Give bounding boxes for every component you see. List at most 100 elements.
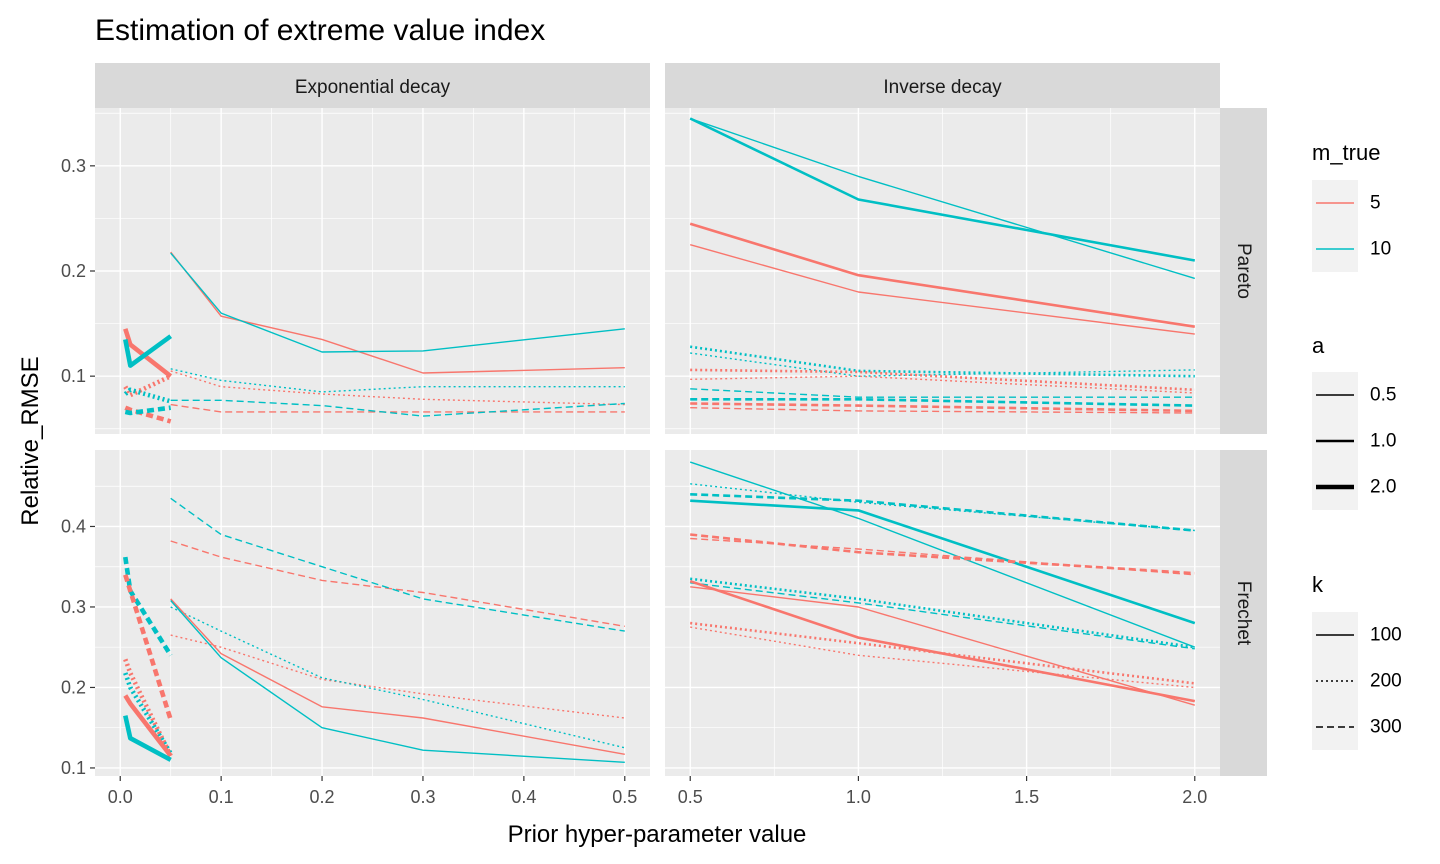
x-tick-label: 2.0 bbox=[1182, 787, 1207, 807]
legend-item: 200 bbox=[1312, 658, 1402, 704]
series-line-m10-a1.0-k300 bbox=[690, 397, 1195, 407]
series-line-m5-a0.5-k200 bbox=[690, 375, 1195, 394]
x-tick-label: 0.3 bbox=[410, 787, 435, 807]
x-tick-label: 0.2 bbox=[310, 787, 335, 807]
legend-item: 0.5 bbox=[1312, 372, 1396, 418]
series-line-m5-a2.0-k300 bbox=[123, 574, 173, 721]
strip-background bbox=[95, 63, 650, 108]
series-line-m10-a0.5-k300 bbox=[170, 497, 625, 632]
legend-label: 10 bbox=[1370, 239, 1391, 260]
series-line-m10-a1.0-k100 bbox=[690, 499, 1196, 625]
x-axis-title: Prior hyper-parameter value bbox=[508, 821, 807, 848]
series-line-m10-a0.5-k200 bbox=[690, 352, 1195, 377]
series-line-m5-a1.0-k200 bbox=[690, 621, 1195, 685]
legend-item: 100 bbox=[1312, 612, 1402, 658]
y-tick-label: 0.4 bbox=[61, 516, 86, 536]
legend-title: a bbox=[1312, 333, 1325, 358]
series-line-m10-a0.5-k300 bbox=[690, 388, 1195, 398]
series-line-m10-a0.5-k100 bbox=[689, 461, 1196, 648]
series-line-m5-a0.5-k100 bbox=[170, 251, 625, 374]
x-tick-label: 1.0 bbox=[846, 787, 871, 807]
y-tick-label: 0.3 bbox=[61, 597, 86, 617]
legend-item: 300 bbox=[1312, 704, 1402, 750]
legend-label: 5 bbox=[1370, 193, 1381, 214]
y-tick-label: 0.3 bbox=[61, 156, 86, 176]
series-line-m5-a1.0-k300 bbox=[690, 533, 1195, 575]
x-tick-label: 0.5 bbox=[678, 787, 703, 807]
series-line-m10-a1.0-k300 bbox=[690, 493, 1195, 532]
legend-title: m_true bbox=[1312, 140, 1380, 165]
series-line-m10-a0.5-k100 bbox=[170, 600, 625, 763]
strip-background bbox=[665, 63, 1220, 108]
strip-label: Inverse decay bbox=[883, 77, 1002, 98]
strip-background bbox=[1220, 108, 1267, 434]
strip-pareto: Pareto bbox=[1220, 108, 1267, 434]
legend-item: 2.0 bbox=[1312, 464, 1396, 510]
series-line-m10-a2.0-k300 bbox=[124, 405, 171, 416]
facet-panels: Exponential decay Inverse decay Pareto Frec… bbox=[61, 63, 1267, 807]
series-line-m10-a0.5-k200 bbox=[690, 483, 1195, 532]
series-line-m10-a0.5-k300 bbox=[170, 399, 625, 417]
y-axis-title: Relative_RMSE bbox=[17, 356, 44, 525]
panel-exponential-decay-frechet: 0.0 0.1 0.2 0.3 0.4 0.5 0.1 0.2 0.3 0.4 bbox=[61, 450, 650, 807]
series-line-m10-a0.5-k100 bbox=[170, 252, 625, 353]
legend-key bbox=[1312, 658, 1358, 704]
strip-inverse-decay: Inverse decay bbox=[665, 63, 1220, 108]
strip-label: Pareto bbox=[1233, 243, 1254, 299]
y-tick-label: 0.2 bbox=[61, 261, 86, 281]
legend-label: 200 bbox=[1370, 671, 1402, 692]
series-line-m5-a0.5-k300 bbox=[690, 407, 1195, 414]
series-line-m5-a0.5-k200 bbox=[170, 370, 625, 406]
series-line-m5-a1.0-k100 bbox=[689, 222, 1195, 328]
x-tick-label: 0.5 bbox=[612, 787, 637, 807]
legend-label: 300 bbox=[1370, 717, 1402, 738]
panel-inverse-decay-pareto bbox=[665, 108, 1220, 434]
panel-inverse-decay-frechet: 0.5 1.0 1.5 2.0 bbox=[665, 450, 1220, 807]
series-line-m10-a2.0-k200 bbox=[123, 387, 172, 404]
legend-label: 2.0 bbox=[1370, 477, 1396, 498]
x-tick-label: 0.4 bbox=[511, 787, 536, 807]
legend-item: 1.0 bbox=[1312, 418, 1396, 464]
strip-frechet: Frechet bbox=[1220, 450, 1267, 776]
series-line-m5-a0.5-k100 bbox=[690, 244, 1195, 335]
series-line-m10-a1.0-k200 bbox=[690, 345, 1195, 378]
y-tick-label: 0.2 bbox=[61, 677, 86, 697]
series-line-m10-a2.0-k200 bbox=[123, 672, 173, 755]
series-line-m5-a2.0-k200 bbox=[123, 658, 173, 757]
series-line-m10-a1.0-k100 bbox=[689, 117, 1196, 262]
legend-title: k bbox=[1312, 572, 1324, 597]
series-line-m5-a0.5-k100 bbox=[690, 586, 1195, 706]
series-line-m5-a0.5-k300 bbox=[690, 537, 1195, 576]
strip-label: Exponential decay bbox=[295, 77, 451, 98]
panel-exponential-decay-pareto: 0.1 0.2 0.3 bbox=[61, 108, 650, 434]
legend-m-true: m_true 5 10 bbox=[1312, 140, 1391, 272]
series-line-m10-a0.5-k300 bbox=[690, 582, 1195, 650]
y-tick-label: 0.1 bbox=[61, 366, 86, 386]
strip-label: Frechet bbox=[1233, 581, 1254, 646]
legend-label: 1.0 bbox=[1370, 431, 1396, 452]
x-tick-label: 0.0 bbox=[108, 787, 133, 807]
strip-exponential-decay: Exponential decay bbox=[95, 63, 650, 108]
series-line-m5-a1.0-k200 bbox=[690, 368, 1195, 392]
legend-a: a 0.5 1.0 2.0 bbox=[1312, 333, 1396, 510]
chart-title: Estimation of extreme value index bbox=[95, 14, 545, 47]
series-line-m10-a2.0-k100 bbox=[123, 715, 172, 762]
y-tick-label: 0.1 bbox=[61, 758, 86, 778]
series-line-m5-a0.5-k200 bbox=[690, 626, 1195, 689]
series-line-m10-a0.5-k100 bbox=[689, 117, 1196, 280]
series-line-m5-a2.0-k100 bbox=[123, 328, 173, 379]
legend-label: 100 bbox=[1370, 625, 1402, 646]
legend-k: k 100 200 300 bbox=[1312, 572, 1402, 750]
series-line-m5-a1.0-k100 bbox=[689, 579, 1196, 703]
legend-item: 10 bbox=[1312, 226, 1391, 272]
series-line-m10-a0.5-k200 bbox=[170, 368, 625, 393]
series-line-m5-a0.5-k100 bbox=[170, 598, 625, 755]
series-line-m5-a2.0-k100 bbox=[123, 694, 173, 758]
series-line-m5-a1.0-k300 bbox=[690, 402, 1195, 413]
strip-background bbox=[1220, 450, 1267, 776]
legends: m_true 5 10 a 0.5 1.0 2.0 k 100 200 300 bbox=[1312, 140, 1402, 750]
series-line-m5-a0.5-k300 bbox=[170, 540, 625, 627]
series-line-m5-a2.0-k300 bbox=[124, 405, 172, 424]
legend-label: 0.5 bbox=[1370, 385, 1396, 406]
